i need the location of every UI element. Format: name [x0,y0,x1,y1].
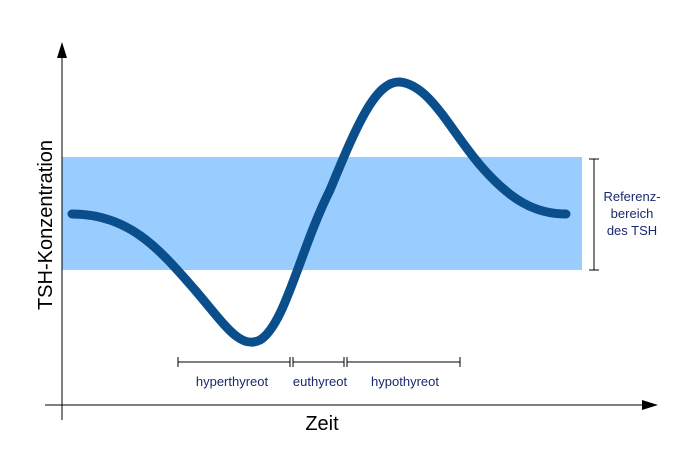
reference-label: Referenz- [603,189,660,204]
phase-label: hypothyreot [371,374,439,389]
tsh-curve [67,77,571,347]
phase-label: hyperthyreot [196,374,269,389]
reference-label: bereich [611,206,654,221]
y-axis-label: TSH-Konzentration [35,140,57,310]
phase-label: euthyreot [293,374,348,389]
x-axis-arrow [642,400,658,410]
y-axis-arrow [57,42,67,58]
reference-bracket [589,158,599,271]
reference-label: des TSH [607,223,657,238]
phase-brackets [177,357,461,367]
x-axis-label: Zeit [305,413,339,435]
